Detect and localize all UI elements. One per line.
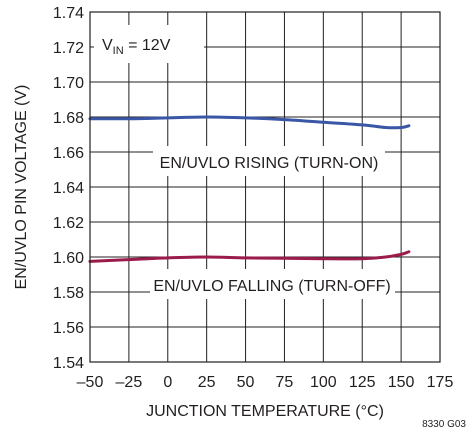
- falling-series-label: EN/UVLO FALLING (TURN-OFF): [153, 278, 390, 295]
- x-axis-title: JUNCTION TEMPERATURE (°C): [146, 403, 384, 420]
- x-tick-label: 50: [237, 374, 255, 391]
- x-tick-label: 25: [198, 374, 216, 391]
- x-tick-label: 0: [163, 374, 172, 391]
- y-axis-title: EN/UVLO PIN VOLTAGE (V): [13, 85, 30, 290]
- y-tick-label: 1.54: [53, 355, 84, 372]
- condition-subscript: IN: [113, 45, 124, 57]
- falling-series-line: [88, 250, 411, 263]
- condition-label: VIN = 12V: [102, 37, 171, 57]
- y-tick-label: 1.62: [53, 215, 84, 232]
- x-tick-label: 125: [349, 374, 376, 391]
- x-tick-label: –50: [77, 374, 104, 391]
- plot-frame: [89, 11, 441, 363]
- figure-code: 8330 G03: [422, 419, 466, 430]
- x-tick-label: 150: [388, 374, 415, 391]
- y-tick-label: 1.58: [53, 285, 84, 302]
- y-tick-label: 1.60: [53, 250, 84, 267]
- x-tick-label: 100: [310, 374, 337, 391]
- y-tick-label: 1.72: [53, 40, 84, 57]
- x-tick-label: –25: [116, 374, 143, 391]
- x-tick-label: 75: [276, 374, 294, 391]
- y-tick-label: 1.56: [53, 320, 84, 337]
- y-tick-label: 1.68: [53, 110, 84, 127]
- y-tick-labels: 1.54 1.56 1.58 1.60 1.62 1.64 1.66 1.68 1.70 1.72…: [53, 5, 84, 372]
- y-tick-label: 1.74: [53, 5, 84, 22]
- y-tick-label: 1.70: [53, 75, 84, 92]
- condition-prefix: V: [102, 37, 113, 54]
- rising-series-label: EN/UVLO RISING (TURN-ON): [160, 155, 379, 172]
- x-tick-labels: –50 –25 0 25 50 75 100 125 150 175: [77, 374, 454, 391]
- y-tick-label: 1.66: [53, 145, 84, 162]
- x-tick-label: 175: [427, 374, 454, 391]
- series-group: [88, 115, 411, 263]
- rising-series-line: [88, 115, 411, 130]
- condition-suffix: = 12V: [124, 37, 171, 54]
- y-tick-label: 1.64: [53, 180, 84, 197]
- rising-label-background: [153, 146, 385, 176]
- falling-label-background: [150, 269, 395, 299]
- condition-label-background: [94, 25, 204, 63]
- grid-lines: [89, 11, 441, 363]
